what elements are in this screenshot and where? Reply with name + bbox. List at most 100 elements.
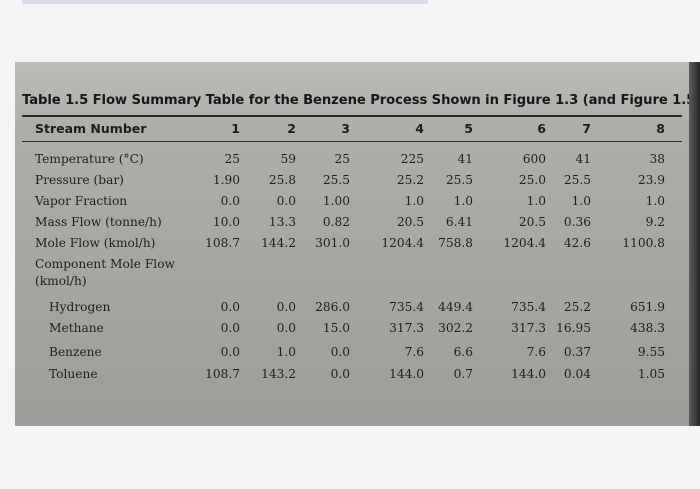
cell: 15.0	[322, 321, 350, 335]
cell: 108.7	[205, 367, 240, 381]
cell: 1.0	[571, 194, 591, 208]
cell: 1.00	[322, 194, 350, 208]
stream-header: 6	[537, 121, 546, 136]
row-label: Mass Flow (tonne/h)	[35, 215, 162, 229]
cell: 225	[400, 152, 424, 166]
cell: 42.6	[563, 236, 591, 250]
cell: 735.4	[389, 300, 424, 314]
stream-header: 2	[287, 121, 296, 136]
table-row: Temperature (°C) 25 59 25 225 41 600 41 …	[22, 152, 682, 170]
cell: 0.36	[563, 215, 591, 229]
header-rule	[22, 141, 682, 143]
cell: 1.0	[526, 194, 546, 208]
cell: 7.6	[404, 345, 424, 359]
cell: 41	[457, 152, 473, 166]
row-label: Toluene	[49, 367, 98, 381]
table-row: Benzene 0.0 1.0 0.0 7.6 6.6 7.6 0.37 9.5…	[22, 345, 682, 363]
cell: 301.0	[315, 236, 350, 250]
table-row: Mole Flow (kmol/h) 108.7 144.2 301.0 120…	[22, 236, 682, 254]
cell: 449.4	[438, 300, 473, 314]
cell: 1.05	[637, 367, 665, 381]
cell: 0.0	[330, 367, 350, 381]
stream-header: 1	[231, 121, 240, 136]
table-row: Mass Flow (tonne/h) 10.0 13.3 0.82 20.5 …	[22, 215, 682, 233]
cell: 317.3	[511, 321, 546, 335]
cell: 0.0	[276, 300, 296, 314]
cell: 1204.4	[503, 236, 546, 250]
cell: 23.9	[637, 173, 665, 187]
cell: 0.0	[220, 345, 240, 359]
table-caption: Table 1.5 Flow Summary Table for the Ben…	[22, 93, 700, 108]
cell: 1204.4	[381, 236, 424, 250]
stream-header: 3	[341, 121, 350, 136]
top-rule	[22, 115, 682, 117]
cell: 600	[522, 152, 546, 166]
cell: 144.0	[389, 367, 424, 381]
row-label: Temperature (°C)	[35, 152, 144, 166]
cell: 16.95	[556, 321, 591, 335]
cell: 1.0	[276, 345, 296, 359]
cell: 0.04	[563, 367, 591, 381]
cell: 59	[280, 152, 296, 166]
component-heading-line1: Component Mole Flow	[35, 257, 175, 271]
cell: 9.2	[645, 215, 665, 229]
cell: 1.0	[453, 194, 473, 208]
cell: 758.8	[438, 236, 473, 250]
cell: 438.3	[630, 321, 665, 335]
cell: 6.6	[453, 345, 473, 359]
row-label: Hydrogen	[49, 300, 111, 314]
photo-shadow-edge	[689, 62, 700, 426]
cell: 1.90	[212, 173, 240, 187]
cell: 9.55	[637, 345, 665, 359]
stream-header: 7	[582, 121, 591, 136]
cell: 25.2	[396, 173, 424, 187]
table-photo: Table 1.5 Flow Summary Table for the Ben…	[15, 62, 700, 426]
cell: 144.2	[261, 236, 296, 250]
cell: 1.0	[645, 194, 665, 208]
component-heading-line2: (kmol/h)	[35, 274, 87, 288]
cell: 286.0	[315, 300, 350, 314]
component-heading: Component Mole Flow	[22, 257, 682, 275]
table-row: Toluene 108.7 143.2 0.0 144.0 0.7 144.0 …	[22, 367, 682, 385]
top-scroll-bar	[22, 0, 428, 4]
cell: 108.7	[205, 236, 240, 250]
cell: 0.82	[322, 215, 350, 229]
cell: 1100.8	[622, 236, 665, 250]
cell: 25	[224, 152, 240, 166]
cell: 25.5	[322, 173, 350, 187]
component-heading: (kmol/h)	[22, 274, 682, 292]
cell: 302.2	[438, 321, 473, 335]
cell: 0.0	[220, 321, 240, 335]
cell: 317.3	[389, 321, 424, 335]
row-label: Mole Flow (kmol/h)	[35, 236, 156, 250]
cell: 6.41	[445, 215, 473, 229]
cell: 0.0	[276, 194, 296, 208]
cell: 25.5	[445, 173, 473, 187]
cell: 735.4	[511, 300, 546, 314]
row-label: Benzene	[49, 345, 102, 359]
cell: 0.0	[276, 321, 296, 335]
cell: 25.8	[268, 173, 296, 187]
cell: 0.0	[330, 345, 350, 359]
row-label: Methane	[49, 321, 104, 335]
cell: 25.0	[518, 173, 546, 187]
table-row: Vapor Fraction 0.0 0.0 1.00 1.0 1.0 1.0 …	[22, 194, 682, 212]
cell: 0.0	[220, 300, 240, 314]
cell: 651.9	[630, 300, 665, 314]
table-row: Methane 0.0 0.0 15.0 317.3 302.2 317.3 1…	[22, 321, 682, 339]
table-row: Hydrogen 0.0 0.0 286.0 735.4 449.4 735.4…	[22, 300, 682, 318]
header-row: Stream Number 1 2 3 4 5 6 7 8	[22, 117, 682, 141]
row-label: Pressure (bar)	[35, 173, 124, 187]
stream-header: 5	[464, 121, 473, 136]
cell: 13.3	[268, 215, 296, 229]
header-label: Stream Number	[35, 121, 147, 136]
cell: 10.0	[212, 215, 240, 229]
cell: 0.37	[563, 345, 591, 359]
cell: 20.5	[396, 215, 424, 229]
cell: 41	[575, 152, 591, 166]
cell: 0.0	[220, 194, 240, 208]
cell: 144.0	[511, 367, 546, 381]
cell: 25	[334, 152, 350, 166]
cell: 25.5	[563, 173, 591, 187]
cell: 143.2	[261, 367, 296, 381]
